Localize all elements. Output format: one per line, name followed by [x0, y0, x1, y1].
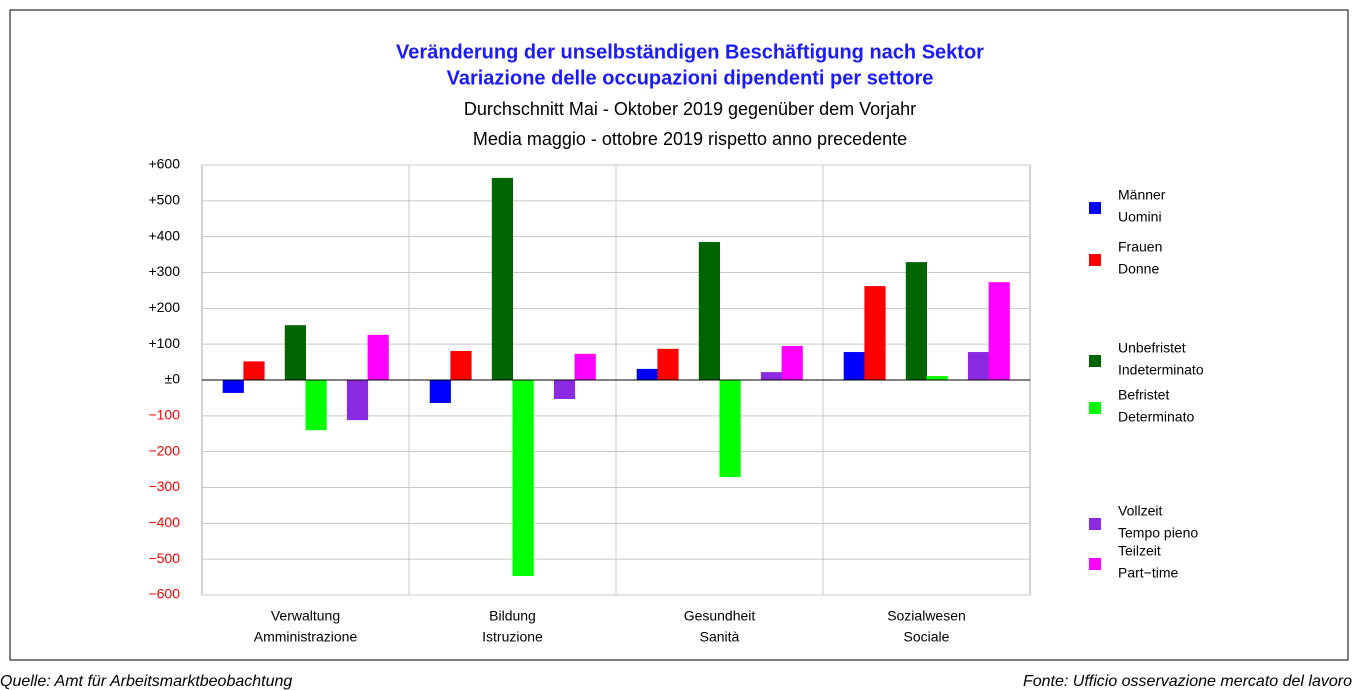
- y-tick-label: −100: [148, 407, 180, 423]
- legend-label: Frauen: [1118, 239, 1162, 255]
- source: Fonte: Ufficio osservazione mercato del …: [1023, 673, 1352, 690]
- legend-label: Tempo pieno: [1118, 525, 1198, 541]
- legend-label: Determinato: [1118, 409, 1194, 425]
- x-tick-label: Verwaltung: [271, 608, 340, 624]
- bar: [864, 286, 886, 380]
- bar: [926, 376, 948, 380]
- legend-swatch: [1089, 402, 1101, 414]
- x-tick-label: Gesundheit: [684, 608, 756, 624]
- chart-title: Veränderung der unselbständigen Beschäft…: [396, 41, 984, 63]
- y-tick-label: ±0: [165, 371, 181, 387]
- x-tick-label: Amministrazione: [254, 629, 358, 645]
- bar: [657, 348, 679, 380]
- x-tick-label: Sozialwesen: [887, 608, 966, 624]
- y-tick-label: +200: [148, 299, 180, 315]
- chart-subtitle: Media maggio - ottobre 2019 rispetto ann…: [473, 129, 907, 149]
- chart-title: Variazione delle occupazioni dipendenti …: [447, 67, 934, 89]
- y-tick-label: −500: [148, 550, 180, 566]
- bar: [222, 380, 244, 393]
- y-tick-label: +500: [148, 192, 180, 208]
- bar: [284, 325, 306, 380]
- bar: [967, 352, 990, 380]
- y-tick-label: +300: [148, 263, 180, 279]
- x-tick-label: Sanità: [700, 629, 740, 645]
- legend-swatch: [1089, 202, 1101, 214]
- legend-swatch: [1089, 518, 1101, 530]
- bar: [491, 177, 513, 380]
- y-tick-label: +100: [148, 335, 180, 351]
- legend-label: Teilzeit: [1118, 543, 1161, 559]
- y-tick-label: −300: [148, 478, 180, 494]
- legend-label: Vollzeit: [1118, 503, 1162, 519]
- legend-label: Donne: [1118, 261, 1159, 277]
- legend-swatch: [1089, 558, 1101, 570]
- bar: [905, 262, 927, 380]
- bar: [450, 350, 472, 380]
- bar: [367, 334, 389, 380]
- bar: [346, 380, 369, 421]
- bar: [760, 372, 783, 380]
- y-tick-label: +400: [148, 227, 180, 243]
- legend-label: Indeterminato: [1118, 362, 1204, 378]
- x-tick-label: Bildung: [489, 608, 536, 624]
- y-tick-label: +600: [148, 156, 180, 172]
- y-tick-label: −200: [148, 442, 180, 458]
- bar: [988, 282, 1010, 380]
- y-tick-label: −400: [148, 514, 180, 530]
- legend-label: Part−time: [1118, 565, 1179, 581]
- frame: [9, 9, 1349, 661]
- legend-label: Unbefristet: [1118, 340, 1186, 356]
- bar: [843, 352, 865, 380]
- bar: [305, 380, 327, 431]
- x-tick-label: Sociale: [904, 629, 950, 645]
- bar: [719, 380, 741, 478]
- bar: [243, 361, 265, 380]
- y-tick-label: −600: [148, 586, 180, 602]
- x-tick-label: Istruzione: [482, 629, 543, 645]
- bar: [574, 353, 596, 380]
- legend-label: Befristet: [1118, 387, 1169, 403]
- bar: [781, 345, 803, 380]
- bar: [553, 380, 576, 399]
- legend-swatch: [1089, 355, 1101, 367]
- legend-label: Uomini: [1118, 209, 1162, 225]
- bar: [512, 380, 534, 577]
- source: Quelle: Amt für Arbeitsmarktbeobachtung: [0, 673, 292, 690]
- bar: [429, 380, 451, 403]
- legend-swatch: [1089, 254, 1101, 266]
- legend-label: Männer: [1118, 187, 1166, 203]
- chart-subtitle: Durchschnitt Mai - Oktober 2019 gegenübe…: [464, 99, 916, 119]
- bar: [636, 368, 658, 380]
- bar: [698, 242, 720, 380]
